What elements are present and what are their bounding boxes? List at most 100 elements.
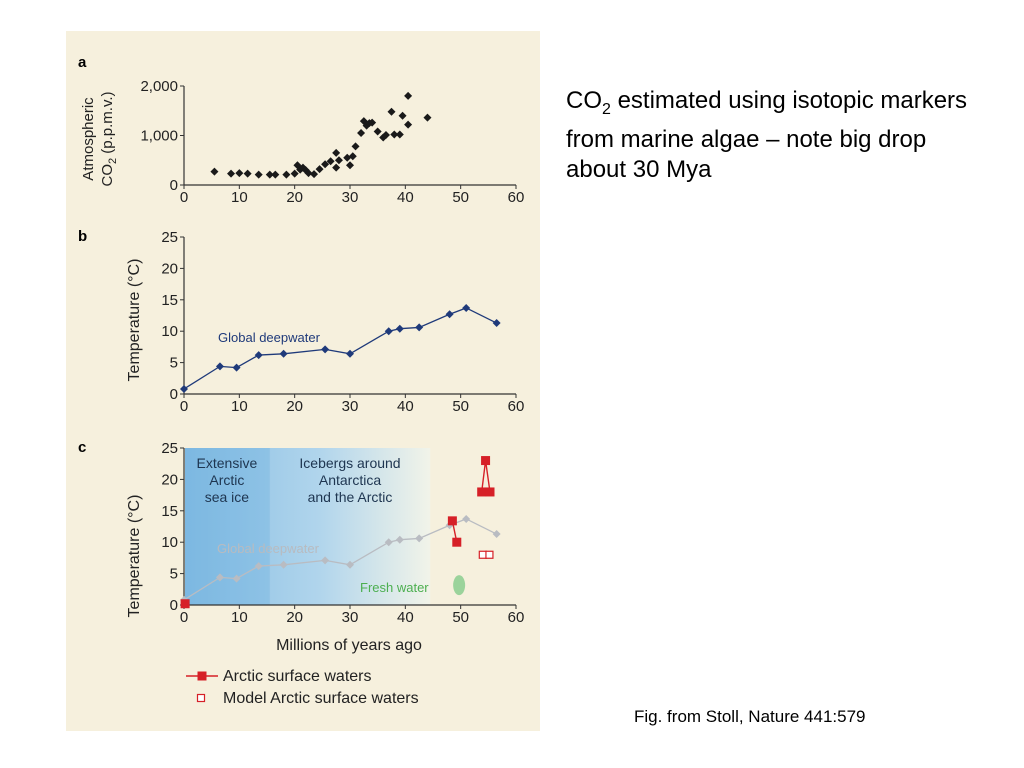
arctic-point	[485, 487, 495, 497]
deepwater-point	[384, 327, 393, 336]
panel-b-y-tick-label: 20	[161, 260, 178, 277]
panel-a-x-tick-label: 30	[342, 189, 359, 206]
co2-point	[296, 165, 305, 174]
co2-point	[282, 170, 291, 179]
co2-point	[404, 120, 413, 129]
co2-point	[298, 163, 307, 172]
co2-point	[395, 130, 404, 139]
legend-label: Model Arctic surface waters	[223, 690, 419, 707]
panel-c-marks	[180, 456, 501, 609]
deepwater-point	[492, 319, 501, 328]
panel-a-x-tick-label: 40	[397, 189, 414, 206]
panel-b-x-tick-label: 30	[342, 398, 359, 415]
arctic-point	[452, 537, 462, 547]
co2-point	[373, 127, 382, 136]
panel-a-x-tick-label: 50	[452, 189, 469, 206]
panel-a-x-tick-label: 10	[231, 189, 248, 206]
panel-c-y-tick-label: 5	[170, 566, 178, 583]
co2-point	[368, 118, 377, 127]
panel-b-x-tick-label: 50	[452, 398, 469, 415]
panel-a-y-tick-label: 0	[170, 177, 178, 194]
deepwater-point	[445, 310, 454, 319]
sea-ice-region	[185, 448, 270, 605]
deepwater-faded-point	[232, 574, 241, 583]
co2-point	[235, 169, 244, 178]
co2-point	[346, 161, 354, 170]
panel-b-deepwater: b Temperature (°C) 0 10 20 30 40 50 60 0 5 10 15 20…	[78, 228, 524, 415]
co2-point	[357, 129, 366, 138]
co2-point	[210, 167, 219, 176]
deepwater-faded-point	[254, 562, 263, 571]
deepwater-faded-point	[395, 535, 404, 544]
deepwater-faded-point	[279, 560, 288, 569]
co2-point	[254, 170, 263, 179]
panel-c-x-tick-label: 30	[342, 609, 359, 626]
caption-subscript: 2	[602, 100, 611, 118]
model-arctic-point	[485, 550, 494, 559]
panel-c-legend: Arctic surface waters Model Arctic surfac…	[186, 668, 419, 707]
co2-point	[334, 156, 343, 165]
deepwater-point	[321, 345, 330, 354]
region-label-line: Icebergs around	[299, 455, 400, 471]
panel-b-ylabel: Temperature (°C)	[126, 259, 143, 382]
panel-c-x-tick-label: 0	[180, 609, 188, 626]
panel-b-x-tick-label: 0	[180, 398, 188, 415]
caption: CO2 estimated using isotopic markers fro…	[566, 86, 986, 185]
co2-point	[351, 142, 360, 151]
arctic-point	[481, 456, 491, 466]
deepwater-point	[395, 324, 404, 333]
panel-b-marks	[180, 303, 501, 393]
panel-a-x-tick-label: 60	[508, 189, 525, 206]
panel-a-x-tick-label: 20	[286, 189, 303, 206]
panel-b-x-tick-label: 40	[397, 398, 414, 415]
co2-point	[387, 107, 396, 116]
legend-filled-square	[197, 671, 207, 681]
panel-a-y-tick-label: 2,000	[140, 78, 178, 95]
co2-point	[343, 153, 352, 162]
panel-a-axes: 0 10 20 30 40 50 60 0 1,000 2,000	[140, 78, 524, 206]
panel-c-x-tick-label: 10	[231, 609, 248, 626]
panel-a-ylabel: Atmospheric	[80, 97, 97, 181]
co2-point	[271, 170, 280, 179]
panel-b-y-tick-label: 10	[161, 323, 178, 340]
co2-point	[321, 160, 330, 169]
co2-point	[381, 131, 390, 140]
fresh-water-marker	[453, 575, 466, 596]
panel-b-x-tick-label: 10	[231, 398, 248, 415]
deepwater-point	[254, 351, 263, 360]
panel-b-y-tick-label: 5	[170, 355, 178, 372]
panel-c-y-tick-label: 20	[161, 471, 178, 488]
co2-point	[423, 113, 432, 122]
deepwater-faded-point	[415, 534, 424, 543]
figure-panel: a Atmospheric CO2 (p.p.m.v.) 0 10 20 30 40 50…	[66, 31, 540, 731]
region-label-line: Antarctica	[319, 472, 381, 488]
panel-b-y-tick-label: 25	[161, 229, 178, 246]
caption-prefix: CO	[566, 87, 602, 114]
deepwater-faded-point	[384, 538, 393, 547]
legend-open-square	[196, 693, 206, 703]
deepwater-faded-point	[462, 514, 471, 523]
panel-b-y-tick-label: 15	[161, 292, 178, 309]
co2-point	[227, 169, 236, 178]
co2-point	[304, 169, 313, 178]
legend-label: Arctic surface waters	[223, 668, 371, 685]
deepwater-faded-point	[215, 573, 224, 582]
figure-credit: Fig. from Stoll, Nature 441:579	[634, 707, 866, 726]
deepwater-faded-point	[321, 556, 330, 565]
panel-b-series-label: Global deepwater	[218, 330, 321, 345]
deepwater-faded-point	[492, 530, 501, 539]
panel-c-letter: c	[78, 439, 86, 456]
ice-region-background	[185, 448, 431, 605]
deepwater-point	[180, 384, 188, 393]
panel-c-y-tick-label: 10	[161, 534, 178, 551]
region-label-line: and the Arctic	[308, 489, 393, 505]
panel-a-x-tick-label: 0	[180, 189, 188, 206]
panel-b-axes: 0 10 20 30 40 50 60 0 5 10 15 20 25	[161, 229, 524, 415]
panel-a-ylabel-line2: CO2 (p.p.m.v.)	[99, 91, 119, 186]
panel-a-marks	[210, 91, 432, 179]
co2-point	[310, 170, 319, 179]
region-label-line: Arctic	[209, 472, 244, 488]
co2-point	[332, 163, 341, 172]
deepwater-point	[346, 349, 354, 358]
